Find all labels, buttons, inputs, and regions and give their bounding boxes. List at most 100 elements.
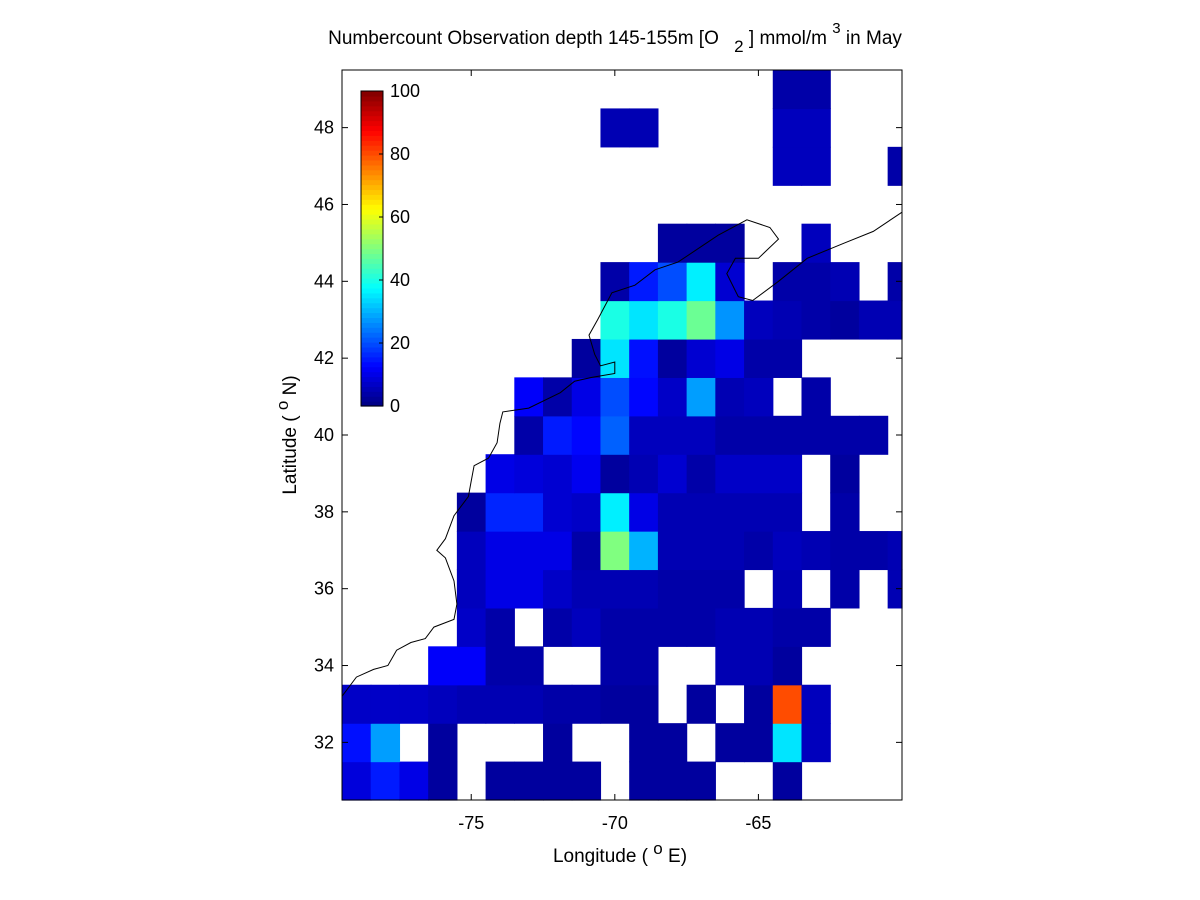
heatmap-cell (772, 684, 803, 724)
heatmap-cell (657, 300, 688, 340)
colorbar-strip (361, 91, 383, 97)
heatmap-cell (715, 377, 745, 417)
heatmap-cell (629, 569, 659, 609)
heatmap-cell (600, 415, 630, 455)
heatmap-cell (370, 723, 401, 763)
colorbar-strip (361, 332, 383, 338)
colorbar-strip (361, 150, 383, 156)
colorbar-tick-label: 0 (390, 396, 400, 416)
colorbar-strip (361, 391, 383, 397)
heatmap-cell (772, 492, 803, 532)
chart-title-subscript: 2 (734, 37, 743, 56)
x-tick-label: -70 (602, 813, 628, 833)
heatmap-cells (342, 70, 903, 801)
heatmap-cell (715, 338, 745, 378)
heatmap-cell (801, 108, 831, 148)
heatmap-cell (600, 108, 630, 148)
x-axis-label: Longitude ( o E) (553, 838, 687, 867)
heatmap-cell (772, 338, 803, 378)
heatmap-cell (657, 338, 688, 378)
colorbar-strip (361, 159, 383, 166)
heatmap-cell (629, 415, 659, 455)
y-axis-label: Latitude ( o N) (272, 375, 301, 494)
colorbar-strip (361, 189, 383, 195)
y-tick-label: 38 (314, 502, 334, 522)
heatmap-cell (428, 646, 458, 686)
colorbar-strip (361, 366, 383, 373)
heatmap-cell (801, 377, 831, 417)
heatmap-cell (485, 492, 515, 532)
heatmap-cell (571, 531, 602, 571)
colorbar-strip (361, 258, 383, 264)
colorbar-strip (361, 346, 383, 353)
heatmap-cell (715, 531, 745, 571)
colorbar-strip (361, 263, 383, 269)
x-axis-label-end: E) (668, 846, 687, 867)
heatmap-cell (657, 607, 688, 647)
heatmap-cell (600, 646, 630, 686)
colorbar-tick-label: 80 (390, 144, 410, 164)
heatmap-cell (571, 454, 602, 494)
heatmap-cell (887, 300, 903, 340)
heatmap-cell (830, 300, 860, 340)
heatmap-cell (543, 377, 573, 417)
colorbar-strip (361, 169, 383, 176)
heatmap-cell (772, 531, 803, 571)
heatmap-cell (715, 454, 745, 494)
colorbar-strip (361, 145, 383, 151)
heatmap-cell (772, 646, 803, 686)
heatmap-cell (571, 377, 602, 417)
colorbar-strip (361, 371, 383, 378)
y-tick-label: 46 (314, 194, 334, 214)
heatmap-cell (801, 607, 831, 647)
heatmap-cell (600, 531, 630, 571)
heatmap-cell (600, 607, 630, 647)
heatmap-cell (600, 300, 630, 340)
heatmap-cell (744, 338, 774, 378)
x-tick-label: -75 (458, 813, 484, 833)
heatmap-cell (629, 108, 659, 148)
heatmap-cell (600, 377, 630, 417)
heatmap-cell (629, 607, 659, 647)
heatmap-cell (485, 646, 515, 686)
colorbar-strip (361, 278, 383, 284)
heatmap-cell (686, 492, 716, 532)
colorbar-strip (361, 179, 383, 186)
heatmap-cell (514, 377, 544, 417)
heatmap-cell (543, 492, 573, 532)
colorbar-strip (361, 214, 383, 220)
heatmap-cell (772, 146, 803, 186)
heatmap-cell (657, 723, 688, 763)
heatmap-cell (600, 492, 630, 532)
heatmap-cell (514, 569, 544, 609)
heatmap-cell (801, 684, 831, 724)
heatmap-cell (456, 492, 487, 532)
heatmap-cell (657, 262, 688, 302)
heatmap-cell (629, 646, 659, 686)
heatmap-cell (629, 761, 659, 801)
heatmap-cell (772, 569, 803, 609)
heatmap-cell (514, 415, 544, 455)
x-axis-ticks: -75 -70 -65 (458, 70, 771, 833)
colorbar-strip (361, 401, 383, 407)
heatmap-cell (887, 146, 903, 186)
heatmap-cell (744, 377, 774, 417)
heatmap-cell (456, 531, 487, 571)
heatmap-cell (571, 607, 602, 647)
heatmap-cell (543, 723, 573, 763)
heatmap-cell (686, 531, 716, 571)
heatmap-cell (686, 684, 716, 724)
heatmap-cell (485, 454, 515, 494)
heatmap-cell (600, 454, 630, 494)
heatmap-cell (858, 300, 889, 340)
heatmap-cell (801, 262, 831, 302)
colorbar-tick-label: 40 (390, 270, 410, 290)
colorbar-strip (361, 130, 383, 136)
y-axis-label-start: Latitude ( (280, 410, 301, 495)
colorbar-strip (361, 243, 383, 250)
colorbar-strip (361, 351, 383, 358)
heatmap-cell (686, 454, 716, 494)
y-tick-label: 32 (314, 732, 334, 752)
heatmap-cell (399, 761, 429, 801)
heatmap-cell (629, 531, 659, 571)
